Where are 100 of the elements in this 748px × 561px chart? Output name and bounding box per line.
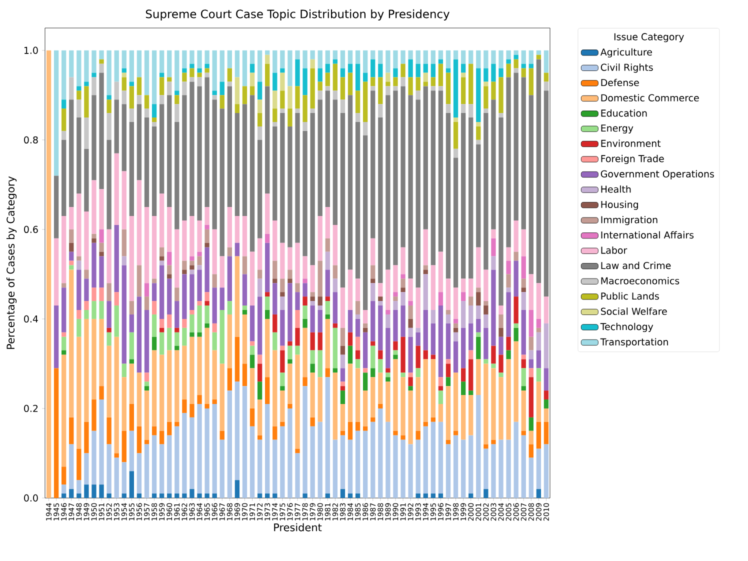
bar: [257, 296, 262, 355]
bar: [106, 229, 112, 284]
bar: [340, 435, 346, 490]
bar: [62, 336, 66, 350]
bar: [536, 448, 542, 490]
bar: [76, 310, 82, 319]
bar: [476, 336, 481, 360]
bar: [280, 278, 285, 292]
bar: [355, 113, 360, 122]
bar: [204, 494, 210, 498]
bar: [393, 50, 398, 68]
bar: [348, 50, 353, 64]
bar: [159, 444, 164, 494]
bar: [528, 50, 534, 64]
bar: [484, 270, 488, 302]
bar: [370, 238, 376, 266]
bar: [84, 86, 89, 118]
bar: [76, 100, 82, 118]
bar: [393, 77, 398, 86]
bar: [190, 265, 194, 270]
bar: [152, 314, 157, 337]
bar: [197, 77, 202, 86]
bar: [212, 50, 217, 91]
bar: [460, 368, 466, 382]
bar: [468, 50, 474, 64]
bar: [167, 350, 172, 422]
bar: [348, 95, 353, 270]
bar: [332, 328, 338, 368]
bar: [144, 207, 150, 284]
bar: [348, 440, 353, 494]
bar: [204, 404, 210, 408]
bar: [453, 288, 458, 319]
bar: [453, 328, 458, 332]
bar: [310, 59, 315, 68]
bar: [310, 50, 315, 60]
bar: [416, 90, 420, 100]
bar: [69, 489, 74, 498]
bar: [468, 494, 474, 498]
bar: [453, 430, 458, 436]
bar: [468, 296, 474, 306]
bar: [491, 238, 496, 256]
bar: [468, 435, 474, 494]
bar: [144, 386, 150, 391]
bar: [204, 224, 210, 230]
bar: [182, 318, 187, 328]
bar: [332, 278, 338, 292]
bar: [416, 100, 420, 288]
legend-label: Immigration: [601, 216, 658, 226]
bar: [438, 390, 444, 404]
bar: [416, 77, 420, 91]
bar: [408, 390, 413, 444]
bar: [204, 77, 210, 208]
bar: [265, 234, 270, 243]
bar: [325, 494, 330, 498]
bar: [159, 318, 164, 328]
bar: [152, 426, 157, 436]
bar: [363, 390, 368, 426]
bar: [250, 346, 255, 355]
bar: [408, 59, 413, 78]
bar: [159, 494, 164, 498]
bar: [99, 252, 104, 256]
bar: [62, 466, 66, 485]
bar: [190, 50, 194, 64]
bar: [295, 242, 300, 284]
bar: [446, 104, 451, 114]
bar: [167, 77, 172, 82]
bar: [152, 336, 157, 350]
bar: [355, 50, 360, 64]
bar: [318, 100, 322, 216]
bar: [204, 247, 210, 292]
bar: [144, 390, 150, 440]
bar: [423, 265, 428, 270]
bar: [378, 359, 383, 373]
bar: [204, 207, 210, 225]
bar: [99, 64, 104, 73]
bar: [528, 274, 534, 310]
bar: [363, 368, 368, 373]
bar: [62, 130, 66, 140]
bar: [453, 341, 458, 373]
bar: [544, 72, 549, 82]
bar: [129, 359, 134, 364]
bar: [220, 364, 224, 431]
bar: [234, 242, 240, 256]
bar: [536, 59, 542, 284]
bar: [302, 130, 308, 256]
bar: [227, 390, 232, 498]
bar: [62, 216, 66, 284]
bar: [288, 359, 292, 364]
bar: [484, 82, 488, 86]
bar: [332, 64, 338, 91]
bar: [114, 153, 119, 225]
bar: [355, 494, 360, 498]
bar: [393, 310, 398, 342]
bar: [514, 296, 518, 324]
bar: [416, 440, 420, 494]
bar: [446, 386, 451, 440]
bar: [528, 458, 534, 498]
bar: [227, 207, 232, 248]
bar: [325, 64, 330, 73]
bar: [280, 113, 285, 243]
